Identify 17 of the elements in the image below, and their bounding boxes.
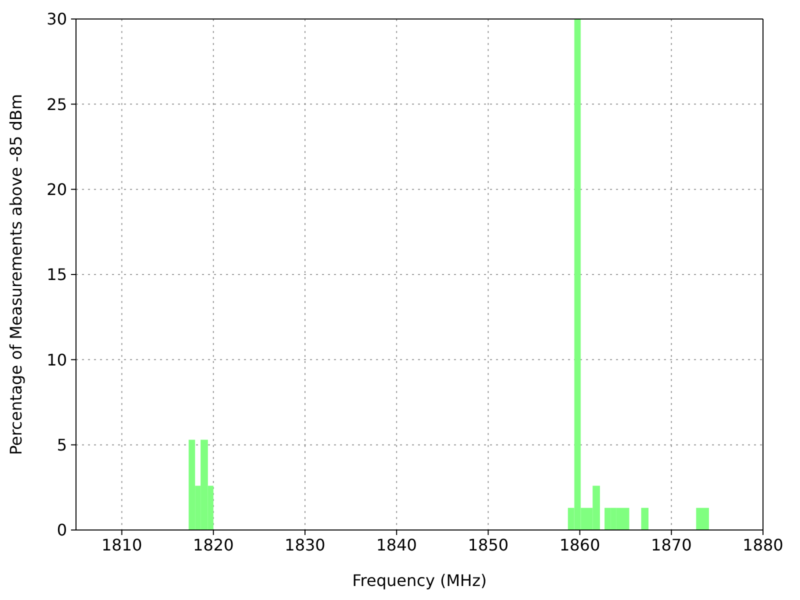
y-tick-label: 15 [46, 265, 67, 284]
x-tick-label: 1810 [101, 535, 142, 554]
x-tick-label: 1870 [651, 535, 692, 554]
x-tick-label: 1850 [468, 535, 509, 554]
y-tick-label: 5 [56, 436, 67, 455]
y-tick-label: 25 [46, 94, 67, 114]
y-axis-title: Percentage of Measurements above -85 dBm [6, 94, 26, 455]
y-tick-label: 0 [56, 520, 67, 540]
y-tick-label: 20 [46, 180, 67, 200]
x-tick-label: 1820 [193, 535, 234, 554]
y-tick-label: 10 [46, 350, 67, 370]
x-axis-title: Frequency (MHz) [352, 571, 487, 590]
y-tick-label: 30 [46, 10, 67, 29]
x-tick-label: 1860 [559, 535, 600, 554]
x-tick-label: 1840 [376, 535, 417, 554]
x-tick-label: 1830 [284, 535, 326, 554]
x-tick-label: 1880 [742, 535, 784, 554]
